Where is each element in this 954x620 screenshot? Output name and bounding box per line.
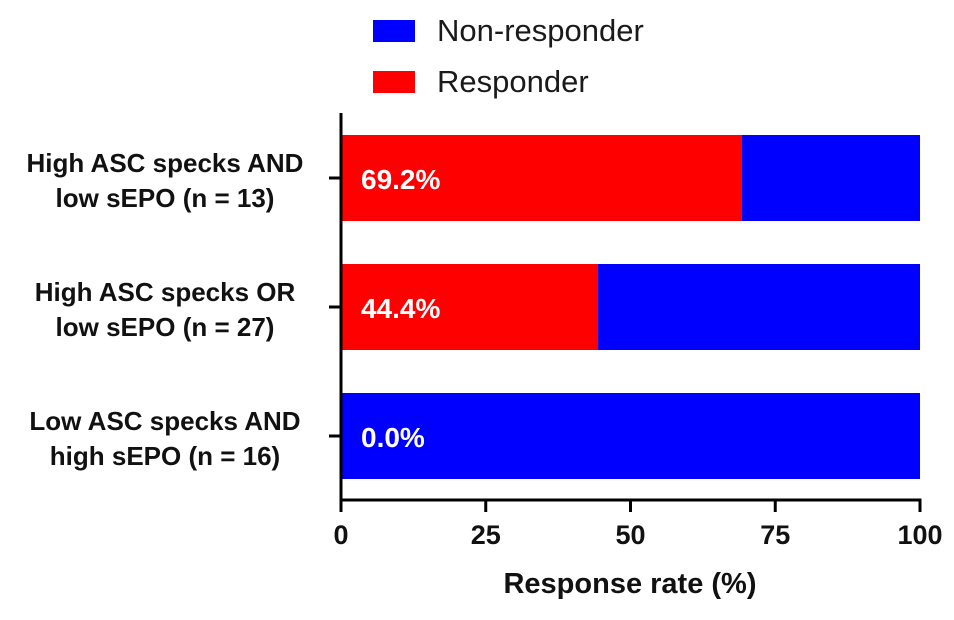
x-tick-label-50: 50 bbox=[615, 520, 645, 550]
category-label-2-line1: Low ASC specks AND bbox=[29, 406, 300, 436]
bar-responder-1 bbox=[341, 264, 599, 350]
legend-label-responder: Responder bbox=[437, 64, 589, 99]
category-label-2-line2: high sEPO (n = 16) bbox=[50, 441, 280, 471]
x-tick-label-75: 75 bbox=[760, 520, 790, 550]
x-axis-title: Response rate (%) bbox=[503, 568, 756, 600]
x-tick-label-0: 0 bbox=[333, 520, 348, 550]
bar-responder-0 bbox=[341, 135, 742, 221]
legend-label-non-responder: Non-responder bbox=[437, 13, 644, 48]
category-label-1-line1: High ASC specks OR bbox=[35, 277, 296, 307]
legend-swatch-non-responder bbox=[373, 20, 415, 42]
data-label-0: 69.2% bbox=[361, 164, 440, 195]
bars bbox=[341, 135, 920, 479]
x-tick-label-25: 25 bbox=[471, 520, 501, 550]
data-label-2: 0.0% bbox=[361, 422, 425, 453]
legend: Non-responder Responder bbox=[373, 13, 644, 99]
data-labels: 69.2% 44.4% 0.0% bbox=[361, 164, 440, 453]
category-labels: High ASC specks AND low sEPO (n = 13) High… bbox=[27, 148, 304, 471]
data-label-1: 44.4% bbox=[361, 293, 440, 324]
y-ticks bbox=[329, 176, 341, 438]
category-label-0-line1: High ASC specks AND bbox=[27, 148, 304, 178]
legend-swatch-responder bbox=[373, 71, 415, 93]
x-tick-label-100: 100 bbox=[897, 520, 942, 550]
x-ticks: 0 25 50 75 100 bbox=[333, 500, 943, 550]
category-label-0-line2: low sEPO (n = 13) bbox=[56, 183, 275, 213]
bar-non-responder-1 bbox=[598, 264, 920, 350]
bar-non-responder-0 bbox=[741, 135, 920, 221]
category-label-1-line2: low sEPO (n = 27) bbox=[56, 312, 275, 342]
bar-non-responder-2 bbox=[341, 393, 920, 479]
